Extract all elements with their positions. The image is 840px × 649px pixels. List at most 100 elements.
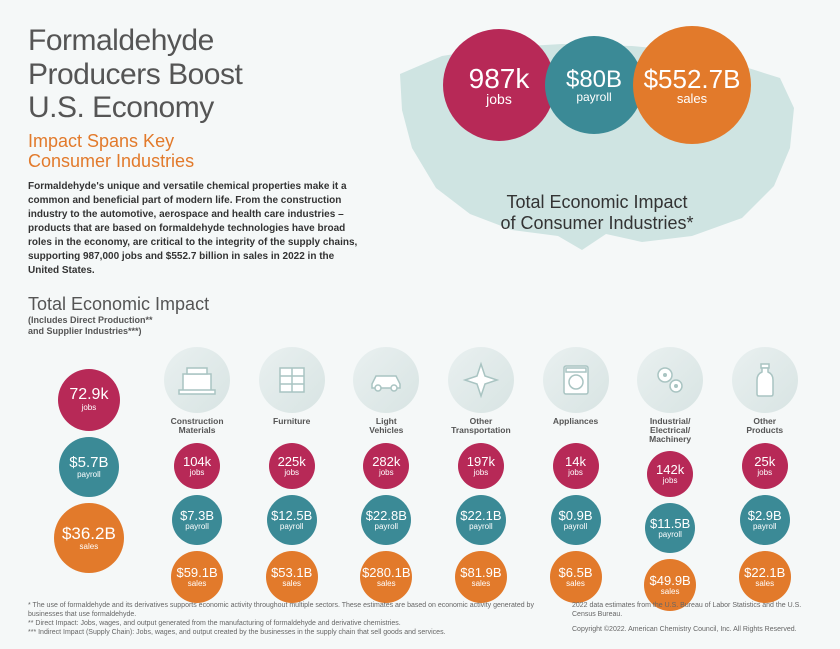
hero-stat-label: jobs: [486, 91, 512, 107]
stat-payroll: $22.1Bpayroll: [456, 495, 506, 545]
hero-stat-jobs: 987kjobs: [443, 29, 555, 141]
stat-value: $81.9B: [460, 566, 501, 579]
stat-sales: $53.1Bsales: [266, 551, 318, 603]
industry-name: ConstructionMaterials: [171, 417, 224, 437]
furniture-icon: [259, 347, 325, 413]
stat-jobs: 142kjobs: [647, 451, 693, 497]
stat-label: sales: [80, 542, 99, 551]
industry-name: Appliances: [553, 417, 598, 437]
stat-label: jobs: [474, 468, 489, 477]
stat-payroll: $11.5Bpayroll: [645, 503, 695, 553]
stat-label: sales: [755, 579, 774, 588]
stat-label: sales: [566, 579, 585, 588]
construction-icon: [164, 347, 230, 413]
stat-jobs: 225kjobs: [269, 443, 315, 489]
section-title: Total Economic Impact: [28, 294, 812, 315]
stat-sales: $36.2Bsales: [54, 503, 124, 573]
col-total: 72.9kjobs $5.7Bpayroll $36.2Bsales: [28, 347, 150, 617]
stat-label: jobs: [190, 468, 205, 477]
stat-label: jobs: [284, 468, 299, 477]
footnote-source: 2022 data estimates from the U.S. Bureau…: [572, 601, 812, 619]
col-bottle: OtherProducts25kjobs$2.9Bpayroll$22.1Bsa…: [717, 347, 812, 617]
stat-label: payroll: [753, 522, 777, 531]
stat-value: $0.9B: [559, 509, 593, 522]
stat-value: 142k: [656, 463, 684, 476]
stat-label: sales: [661, 587, 680, 596]
stat-value: $22.1B: [460, 509, 501, 522]
stat-jobs: 197kjobs: [458, 443, 504, 489]
section-sub: (Includes Direct Production**and Supplie…: [28, 315, 812, 337]
stat-value: $22.1B: [744, 566, 785, 579]
stat-label: sales: [188, 579, 207, 588]
stat-label: jobs: [663, 476, 678, 485]
industry-name: OtherTransportation: [451, 417, 511, 437]
us-map-panel: 987kjobs$80Bpayroll$552.7Bsales Total Ec…: [382, 18, 812, 268]
stat-label: payroll: [658, 530, 682, 539]
stat-label: sales: [472, 579, 491, 588]
stat-value: $12.5B: [271, 509, 312, 522]
stat-label: payroll: [280, 522, 304, 531]
stat-label: jobs: [568, 468, 583, 477]
stat-value: $280.1B: [362, 566, 410, 579]
stat-value: 282k: [372, 455, 400, 468]
col-gears: Industrial/Electrical/Machinery142kjobs$…: [623, 347, 718, 617]
stat-value: $49.9B: [650, 574, 691, 587]
col-furniture: Furniture 225kjobs $12.5Bpayroll $53.1Bsale…: [244, 347, 339, 617]
stat-label: payroll: [185, 522, 209, 531]
stat-sales: $280.1Bsales: [360, 551, 412, 603]
stat-payroll: $0.9Bpayroll: [551, 495, 601, 545]
stat-value: 72.9k: [69, 387, 108, 403]
footnote-3: *** Indirect Impact (Supply Chain): Jobs…: [28, 628, 548, 637]
hero-stat-label: payroll: [576, 90, 611, 104]
plane-icon: [448, 347, 514, 413]
col-car: LightVehicles 282kjobs $22.8Bpayroll $280.1…: [339, 347, 434, 617]
stat-value: $36.2B: [62, 525, 116, 542]
gears-icon: [637, 347, 703, 413]
stat-jobs: 72.9kjobs: [58, 369, 120, 431]
footnotes: * The use of formaldehyde and its deriva…: [28, 601, 812, 637]
body-text: Formaldehyde's unique and versatile chem…: [28, 180, 358, 278]
stat-value: $2.9B: [748, 509, 782, 522]
stat-value: $59.1B: [176, 566, 217, 579]
stat-value: $5.7B: [69, 455, 108, 470]
footnote-copyright: Copyright ©2022. American Chemistry Coun…: [572, 625, 812, 634]
stat-sales: $59.1Bsales: [171, 551, 223, 603]
stat-value: 225k: [278, 455, 306, 468]
bottle-icon: [732, 347, 798, 413]
stat-jobs: 14kjobs: [553, 443, 599, 489]
industry-name: LightVehicles: [369, 417, 403, 437]
stat-label: jobs: [379, 468, 394, 477]
stat-payroll: $12.5Bpayroll: [267, 495, 317, 545]
hero-stat-sales: $552.7Bsales: [633, 26, 751, 144]
footnote-1: * The use of formaldehyde and its deriva…: [28, 601, 548, 619]
industry-name: OtherProducts: [746, 417, 783, 437]
col-washer: Appliances 14kjobs $0.9Bpayroll $6.5Bsales: [528, 347, 623, 617]
hero-stat-label: sales: [677, 91, 707, 106]
stat-value: $11.5B: [650, 517, 690, 530]
stat-value: 104k: [183, 455, 211, 468]
stat-sales: $22.1Bsales: [739, 551, 791, 603]
stat-label: sales: [282, 579, 301, 588]
stat-label: jobs: [82, 403, 97, 412]
stat-label: payroll: [375, 522, 399, 531]
stat-value: 197k: [467, 455, 495, 468]
industry-name: Furniture: [273, 417, 310, 437]
stat-value: $22.8B: [366, 509, 407, 522]
stat-value: $53.1B: [271, 566, 312, 579]
stat-label: payroll: [469, 522, 493, 531]
stat-value: $6.5B: [559, 566, 593, 579]
col-construction: ConstructionMaterials 104kjobs $7.3Bpayrol…: [150, 347, 245, 617]
stat-label: payroll: [77, 470, 101, 479]
stat-sales: $81.9Bsales: [455, 551, 507, 603]
hero-stat-payroll: $80Bpayroll: [545, 36, 643, 134]
stat-value: 25k: [754, 455, 775, 468]
stat-value: $7.3B: [180, 509, 214, 522]
footnote-2: ** Direct Impact: Jobs, wages, and outpu…: [28, 619, 548, 628]
stat-payroll: $22.8Bpayroll: [361, 495, 411, 545]
stat-jobs: 104kjobs: [174, 443, 220, 489]
stat-jobs: 282kjobs: [363, 443, 409, 489]
stat-payroll: $2.9Bpayroll: [740, 495, 790, 545]
washer-icon: [543, 347, 609, 413]
stat-label: sales: [377, 579, 396, 588]
stat-payroll: $7.3Bpayroll: [172, 495, 222, 545]
